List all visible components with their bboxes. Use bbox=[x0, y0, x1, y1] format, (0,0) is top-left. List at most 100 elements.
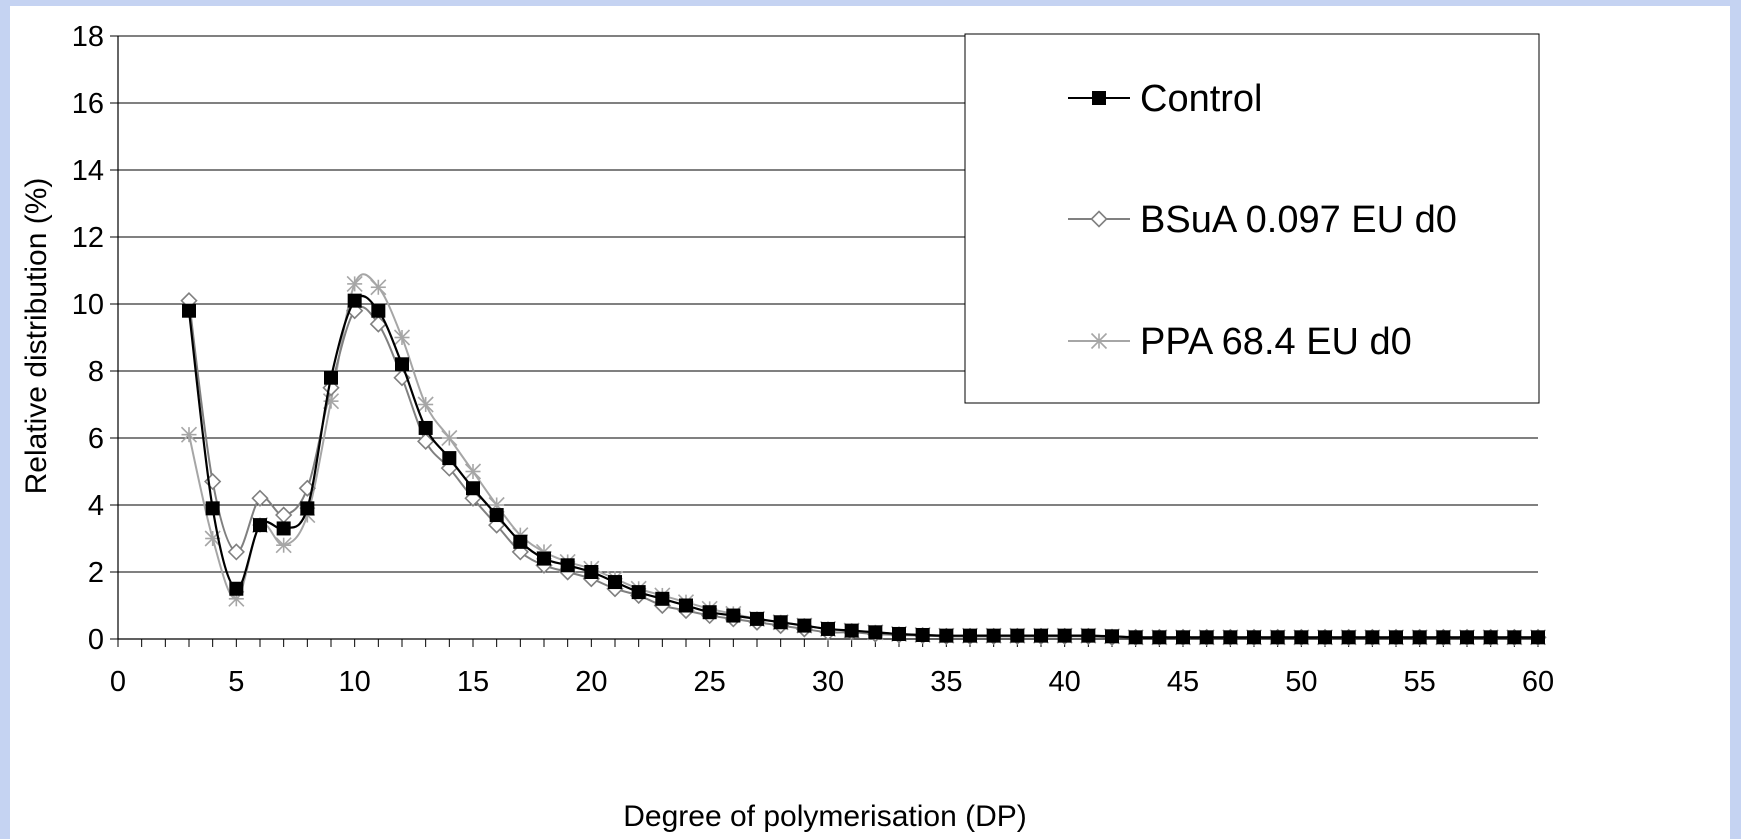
data-point bbox=[1270, 630, 1285, 645]
data-point bbox=[655, 591, 670, 606]
y-tick-label: 10 bbox=[72, 289, 104, 321]
x-tick-label: 30 bbox=[812, 666, 844, 698]
data-point bbox=[821, 621, 835, 636]
data-point bbox=[750, 611, 764, 626]
x-tick-label: 15 bbox=[457, 666, 489, 698]
data-point bbox=[251, 489, 269, 507]
legend-label: PPA 68.4 EU d0 bbox=[1140, 321, 1412, 363]
data-point bbox=[324, 370, 338, 385]
data-point bbox=[1436, 630, 1451, 645]
data-point bbox=[1483, 630, 1498, 645]
data-point bbox=[370, 279, 387, 296]
data-point bbox=[608, 575, 622, 590]
data-point bbox=[489, 508, 504, 523]
data-point bbox=[1507, 630, 1522, 645]
data-point bbox=[275, 537, 292, 554]
data-point bbox=[393, 329, 411, 346]
data-point bbox=[417, 432, 435, 450]
chart-frame: 0 2 4 6 8 10 12 14 16 18 0 5 10 15 20 25 30 35 40 45 50 55 60… bbox=[10, 6, 1730, 839]
data-point bbox=[1176, 630, 1190, 645]
data-point bbox=[1199, 630, 1214, 645]
y-tick-label: 2 bbox=[88, 557, 104, 589]
data-point bbox=[939, 628, 954, 643]
data-point bbox=[395, 357, 409, 372]
x-tick-label: 20 bbox=[575, 666, 607, 698]
data-point bbox=[441, 429, 458, 447]
data-point bbox=[513, 534, 528, 549]
y-tick-labels: 0 2 4 6 8 10 12 14 16 18 bbox=[72, 21, 104, 656]
data-point bbox=[915, 627, 930, 642]
x-tick-label: 10 bbox=[339, 666, 371, 698]
data-point bbox=[300, 501, 315, 516]
x-tick-label: 45 bbox=[1167, 666, 1199, 698]
x-tick-label: 55 bbox=[1404, 666, 1436, 698]
y-tick-label: 14 bbox=[72, 155, 104, 187]
x-tick-label: 0 bbox=[110, 666, 126, 698]
data-point bbox=[1341, 630, 1356, 645]
legend-marker bbox=[1090, 332, 1108, 350]
data-point bbox=[537, 551, 551, 566]
legend-label: Control bbox=[1140, 78, 1263, 120]
y-tick-label: 0 bbox=[88, 624, 104, 656]
data-point bbox=[417, 396, 434, 413]
legend-box bbox=[964, 33, 1540, 404]
x-tick-label: 35 bbox=[930, 666, 962, 698]
x-tick-label: 25 bbox=[694, 666, 726, 698]
data-point bbox=[892, 626, 906, 641]
line-chart: 0 2 4 6 8 10 12 14 16 18 0 5 10 15 20 25 30 35 40 45 50 55 60… bbox=[20, 21, 1554, 833]
data-point bbox=[1034, 628, 1048, 643]
y-tick-label: 8 bbox=[88, 356, 104, 388]
x-tick-label: 5 bbox=[228, 666, 244, 698]
data-point bbox=[205, 501, 220, 516]
data-point bbox=[560, 558, 575, 573]
data-point bbox=[1057, 628, 1072, 643]
data-point bbox=[868, 625, 883, 640]
data-point bbox=[773, 615, 788, 630]
data-point bbox=[466, 481, 480, 496]
data-point bbox=[180, 426, 198, 443]
y-tick-label: 16 bbox=[72, 88, 104, 120]
x-tick-label: 40 bbox=[1049, 666, 1081, 698]
legend-label: BSuA 0.097 EU d0 bbox=[1140, 199, 1457, 241]
x-tick-labels: 0 5 10 15 20 25 30 35 40 45 50 55 60 bbox=[110, 666, 1554, 698]
data-point bbox=[1105, 629, 1119, 644]
data-point bbox=[253, 518, 267, 533]
data-point bbox=[702, 605, 717, 620]
series-layer bbox=[180, 273, 1547, 646]
legend: Control BSuA 0.097 EU d0 PPA 68.4 EU d0 bbox=[964, 33, 1540, 404]
data-point bbox=[1531, 630, 1545, 645]
y-tick-label: 18 bbox=[72, 21, 104, 53]
data-point bbox=[418, 420, 433, 435]
y-tick-label: 6 bbox=[88, 423, 104, 455]
legend-marker bbox=[1092, 91, 1106, 105]
x-tick-label: 50 bbox=[1285, 666, 1317, 698]
data-point bbox=[347, 293, 362, 308]
data-point bbox=[371, 303, 386, 318]
y-tick-label: 12 bbox=[72, 222, 104, 254]
x-axis-title: Degree of polymerisation (DP) bbox=[623, 800, 1027, 833]
data-point bbox=[679, 598, 693, 613]
data-point bbox=[346, 275, 363, 292]
data-point bbox=[275, 506, 293, 524]
data-point bbox=[1412, 630, 1427, 645]
data-point bbox=[276, 521, 291, 536]
data-point bbox=[844, 623, 859, 638]
data-point bbox=[442, 451, 457, 466]
data-point bbox=[1365, 630, 1380, 645]
legend-marker bbox=[1090, 210, 1108, 228]
data-point bbox=[797, 618, 812, 633]
data-point bbox=[1223, 630, 1238, 645]
data-point bbox=[229, 581, 244, 596]
data-point bbox=[1247, 630, 1261, 645]
data-point bbox=[1010, 628, 1025, 643]
data-point bbox=[1318, 630, 1332, 645]
data-point bbox=[584, 565, 599, 579]
data-point bbox=[1152, 630, 1167, 645]
y-axis-title: Relative distribution (%) bbox=[20, 178, 53, 495]
data-point bbox=[963, 628, 977, 643]
data-point bbox=[726, 608, 741, 623]
data-point bbox=[986, 628, 1001, 643]
data-point bbox=[1460, 630, 1474, 645]
data-point bbox=[182, 303, 196, 318]
data-point bbox=[631, 585, 646, 600]
